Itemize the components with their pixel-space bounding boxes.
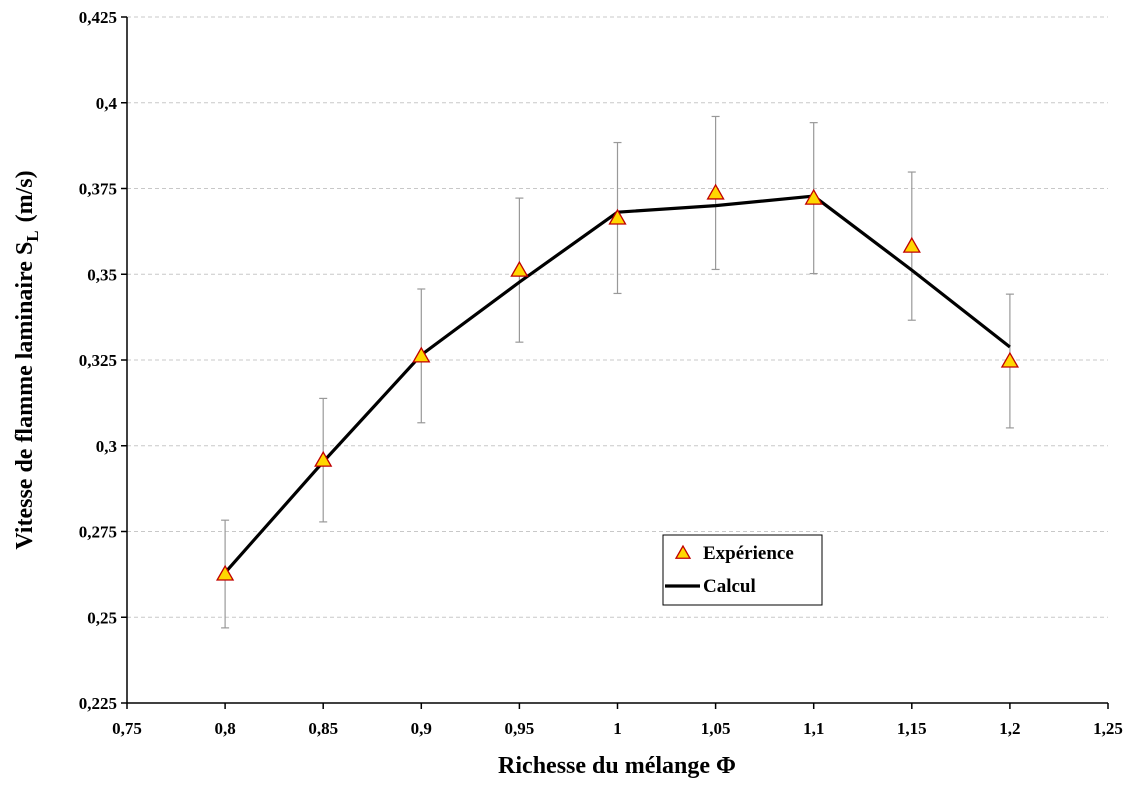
y-tick-label: 0,425: [79, 8, 117, 27]
data-point: [1000, 351, 1020, 368]
data-point: [804, 188, 823, 205]
x-tick-label: 1,25: [1093, 719, 1123, 738]
y-axis-title: Vitesse de flamme laminaire SL (m/s): [12, 170, 42, 549]
y-axis-title-sub: L: [23, 230, 42, 241]
x-axis-title: Richesse du mélange Φ: [498, 753, 736, 779]
x-tick-label: 0,8: [214, 719, 235, 738]
y-tick-label: 0,275: [79, 523, 117, 542]
x-tick-label: 1,15: [897, 719, 927, 738]
data-point: [902, 236, 921, 253]
data-point: [215, 564, 235, 581]
x-tick-label: 0,85: [308, 719, 338, 738]
legend: Expérience Calcul: [662, 534, 823, 606]
data-point: [706, 183, 725, 200]
x-tick-label: 0,9: [411, 719, 432, 738]
y-tick-label: 0,35: [87, 265, 117, 284]
data-point: [608, 208, 627, 225]
legend-label: Expérience: [703, 543, 794, 564]
legend-label: Calcul: [703, 576, 756, 597]
data-point: [412, 346, 431, 363]
data-point: [314, 450, 333, 467]
y-axis-title-unit: (m/s): [12, 170, 38, 222]
legend-box: [662, 534, 823, 606]
y-tick-label: 0,3: [96, 437, 117, 456]
x-tick-label: 1: [613, 719, 622, 738]
x-tick-label: 0,95: [505, 719, 535, 738]
y-tick-label: 0,25: [87, 608, 117, 627]
x-tick-label: 1,05: [701, 719, 731, 738]
legend-symbol: [674, 544, 692, 559]
y-tick-label: 0,225: [79, 694, 117, 713]
x-tick-label: 1,1: [803, 719, 824, 738]
y-tick-label: 0,375: [79, 180, 117, 199]
data-point: [510, 260, 529, 277]
x-tick-label: 0,75: [112, 719, 142, 738]
y-axis-title-main: Vitesse de flamme laminaire S: [12, 242, 38, 550]
y-tick-label: 0,4: [96, 94, 118, 113]
x-tick-label: 1,2: [999, 719, 1020, 738]
y-tick-label: 0,325: [79, 351, 117, 370]
